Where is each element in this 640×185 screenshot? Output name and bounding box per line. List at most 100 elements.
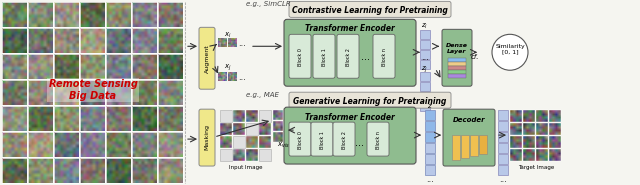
Bar: [246, 110, 258, 122]
Bar: [2, 80, 27, 105]
Text: ...: ...: [421, 53, 429, 62]
Bar: [132, 54, 157, 79]
FancyBboxPatch shape: [289, 122, 311, 156]
Bar: [106, 132, 131, 157]
Text: ...: ...: [426, 174, 434, 184]
Text: Target Image: Target Image: [518, 164, 554, 169]
Bar: [448, 62, 466, 66]
Text: Input Image: Input Image: [229, 164, 263, 169]
Bar: [498, 154, 508, 164]
Text: $z$: $z$: [427, 102, 433, 110]
Text: e.g., SimCLR: e.g., SimCLR: [246, 1, 291, 7]
Bar: [470, 135, 478, 156]
Bar: [549, 136, 561, 148]
Bar: [523, 136, 535, 148]
FancyBboxPatch shape: [337, 34, 359, 78]
Text: Block 0: Block 0: [298, 48, 303, 66]
Bar: [220, 136, 232, 148]
Bar: [54, 80, 79, 105]
Bar: [132, 28, 157, 53]
Bar: [54, 54, 79, 79]
FancyBboxPatch shape: [284, 19, 416, 86]
Bar: [220, 149, 232, 161]
Bar: [549, 123, 561, 135]
Text: Contrastive Learning for Pretraining: Contrastive Learning for Pretraining: [292, 6, 448, 15]
Text: Block 1: Block 1: [319, 131, 324, 149]
Bar: [420, 30, 430, 39]
Text: e.g., MAE: e.g., MAE: [246, 92, 279, 98]
Bar: [549, 110, 561, 122]
Bar: [28, 2, 53, 27]
Bar: [132, 132, 157, 157]
Bar: [28, 106, 53, 131]
Bar: [536, 136, 548, 148]
Bar: [106, 54, 131, 79]
Bar: [284, 132, 294, 142]
Text: Masking: Masking: [205, 124, 209, 150]
Bar: [420, 92, 430, 101]
Bar: [132, 106, 157, 131]
Bar: [448, 66, 466, 70]
FancyBboxPatch shape: [199, 27, 215, 89]
Bar: [220, 123, 232, 135]
FancyBboxPatch shape: [443, 109, 495, 166]
FancyBboxPatch shape: [289, 92, 451, 108]
Text: Block 0: Block 0: [298, 131, 303, 149]
Bar: [106, 80, 131, 105]
Bar: [479, 135, 487, 154]
Bar: [523, 110, 535, 122]
Bar: [233, 136, 245, 148]
Text: Decoder: Decoder: [452, 117, 485, 123]
FancyBboxPatch shape: [333, 122, 355, 156]
Bar: [420, 102, 430, 111]
Bar: [2, 132, 27, 157]
Text: Block n: Block n: [381, 48, 387, 66]
Text: cf.: cf.: [471, 54, 479, 60]
FancyBboxPatch shape: [284, 107, 416, 164]
Text: Transformer Encoder: Transformer Encoder: [305, 113, 395, 122]
Bar: [28, 132, 53, 157]
Bar: [461, 135, 469, 158]
Bar: [80, 80, 105, 105]
Bar: [158, 2, 183, 27]
Bar: [2, 28, 27, 53]
Bar: [28, 54, 53, 79]
Text: Block 1: Block 1: [321, 48, 326, 66]
Bar: [425, 143, 435, 153]
Bar: [425, 154, 435, 164]
Bar: [80, 28, 105, 53]
Bar: [259, 110, 271, 122]
Circle shape: [492, 34, 528, 70]
Bar: [259, 149, 271, 161]
Bar: [510, 110, 522, 122]
Bar: [2, 158, 27, 183]
Bar: [448, 74, 466, 78]
Bar: [132, 158, 157, 183]
Bar: [259, 136, 271, 148]
Bar: [106, 28, 131, 53]
Bar: [425, 165, 435, 175]
Text: Remote Sensing
Big Data: Remote Sensing Big Data: [49, 79, 138, 101]
Bar: [425, 132, 435, 142]
Bar: [420, 50, 430, 59]
Bar: [498, 110, 508, 120]
Bar: [420, 40, 430, 49]
Bar: [158, 158, 183, 183]
Bar: [220, 110, 232, 122]
Bar: [452, 135, 460, 160]
Text: $x_i$: $x_i$: [224, 31, 232, 40]
Bar: [54, 28, 79, 53]
Bar: [246, 123, 258, 135]
Text: Block 2: Block 2: [342, 131, 346, 149]
Bar: [425, 110, 435, 120]
Bar: [132, 2, 157, 27]
Bar: [233, 110, 245, 122]
Bar: [273, 121, 283, 131]
Text: $x_{vis}$: $x_{vis}$: [278, 140, 291, 150]
Bar: [498, 121, 508, 131]
Bar: [158, 132, 183, 157]
Bar: [28, 158, 53, 183]
Bar: [80, 106, 105, 131]
Bar: [233, 123, 245, 135]
Bar: [420, 60, 430, 69]
